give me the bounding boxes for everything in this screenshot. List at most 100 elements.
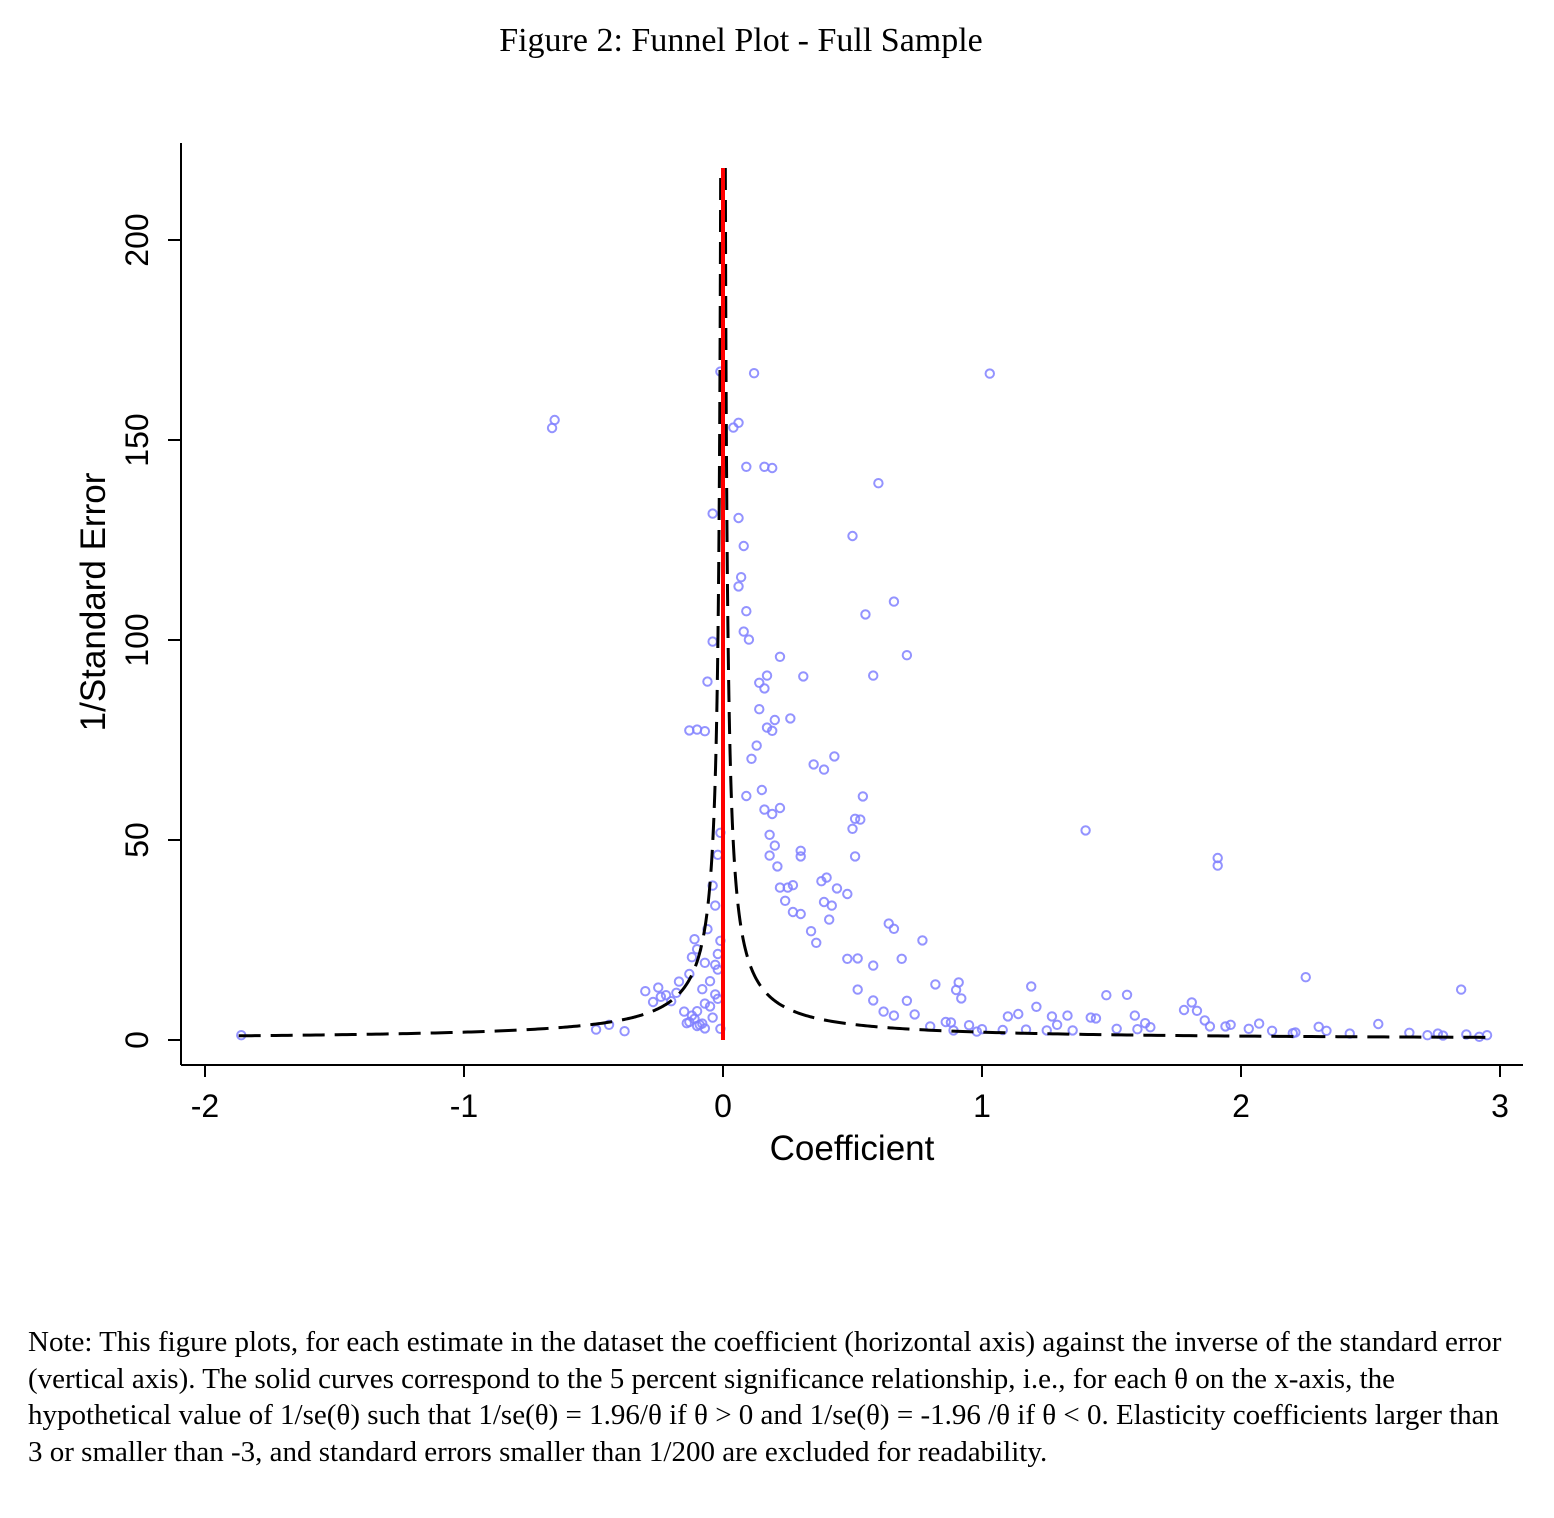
data-point <box>640 986 651 997</box>
data-point <box>818 764 830 775</box>
data-point <box>764 850 775 861</box>
data-point <box>759 683 770 694</box>
data-point <box>590 1024 602 1035</box>
data-point <box>1041 1025 1052 1036</box>
data-point <box>1111 1023 1122 1035</box>
data-point <box>741 790 752 802</box>
data-point <box>754 704 765 715</box>
y-tick-label: 200 <box>119 213 155 266</box>
data-point <box>782 882 793 893</box>
data-point <box>826 900 837 911</box>
data-point <box>779 895 791 906</box>
figure-title: Figure 2: Funnel Plot - Full Sample <box>499 22 983 59</box>
data-point <box>1085 1012 1096 1023</box>
data-point <box>849 813 861 824</box>
data-point <box>823 914 835 925</box>
x-tick-label: 2 <box>1232 1088 1250 1124</box>
data-point <box>767 808 778 820</box>
scatter-points <box>236 366 1493 1043</box>
data-point <box>878 1006 889 1017</box>
data-point <box>808 759 819 770</box>
x-tick-label: -1 <box>450 1088 478 1124</box>
data-point <box>1212 860 1223 871</box>
y-tick-label: 0 <box>119 1031 155 1049</box>
data-point <box>754 677 765 688</box>
data-point <box>767 462 778 474</box>
data-point <box>901 650 913 661</box>
data-point <box>689 934 700 945</box>
data-point <box>1373 1018 1384 1030</box>
data-point <box>1080 825 1091 836</box>
data-point <box>950 984 962 996</box>
data-point <box>1422 1030 1433 1041</box>
data-point <box>699 726 711 737</box>
data-point <box>660 990 672 1001</box>
data-point <box>945 1017 957 1028</box>
data-point <box>1178 1004 1190 1016</box>
data-point <box>678 1006 690 1017</box>
data-point <box>888 923 900 934</box>
data-point <box>1455 984 1467 995</box>
data-point <box>712 948 724 960</box>
data-point <box>686 1010 698 1021</box>
data-point <box>1321 1025 1332 1037</box>
data-point <box>655 991 667 1002</box>
data-point <box>738 626 749 637</box>
data-point <box>751 740 762 751</box>
data-point <box>761 722 773 733</box>
axis-ticks <box>168 239 1501 1077</box>
x-tick-label: 0 <box>714 1088 732 1124</box>
data-point <box>785 713 796 724</box>
data-point <box>795 845 806 856</box>
data-point <box>1145 1021 1156 1033</box>
data-point <box>1313 1021 1324 1033</box>
data-point <box>1204 1021 1216 1032</box>
data-point <box>1199 1015 1210 1026</box>
y-tick-label: 50 <box>119 822 155 858</box>
data-point <box>707 636 718 647</box>
data-point <box>868 995 879 1006</box>
data-point <box>748 368 760 379</box>
data-point <box>847 823 858 834</box>
data-point <box>733 581 744 592</box>
data-point <box>1220 1021 1231 1032</box>
data-point <box>1046 1011 1058 1022</box>
data-point <box>1290 1027 1301 1038</box>
data-point <box>1481 1030 1493 1041</box>
data-point <box>710 959 721 970</box>
data-point <box>666 996 677 1007</box>
data-point <box>842 953 853 964</box>
data-point <box>1121 989 1133 1000</box>
data-point <box>909 1009 920 1020</box>
data-point <box>852 953 863 964</box>
data-point <box>787 880 799 891</box>
data-point <box>686 952 698 963</box>
data-point <box>704 1001 716 1012</box>
data-point <box>741 461 752 472</box>
data-point <box>1437 1030 1449 1041</box>
data-point <box>746 753 757 764</box>
data-point <box>1031 1001 1042 1012</box>
data-point <box>1067 1025 1078 1036</box>
data-point <box>764 829 775 840</box>
y-axis-title: 1/Standard Error <box>74 472 113 731</box>
data-point <box>759 804 770 815</box>
data-point <box>873 478 884 489</box>
data-point <box>930 979 941 990</box>
data-point <box>699 957 711 968</box>
data-point <box>1013 1008 1024 1020</box>
data-point <box>847 530 858 542</box>
data-point <box>1101 990 1112 1001</box>
data-point <box>756 784 768 796</box>
data-point <box>1243 1023 1254 1035</box>
data-point <box>842 888 853 900</box>
x-tick-label: 1 <box>973 1088 991 1124</box>
data-point <box>1062 1010 1073 1021</box>
data-point <box>707 1012 718 1023</box>
data-point <box>1002 1011 1014 1022</box>
data-point <box>699 1023 711 1034</box>
data-point <box>1186 997 1197 1008</box>
y-tick-label: 150 <box>119 413 155 466</box>
data-point <box>795 851 806 862</box>
data-point <box>728 422 739 433</box>
